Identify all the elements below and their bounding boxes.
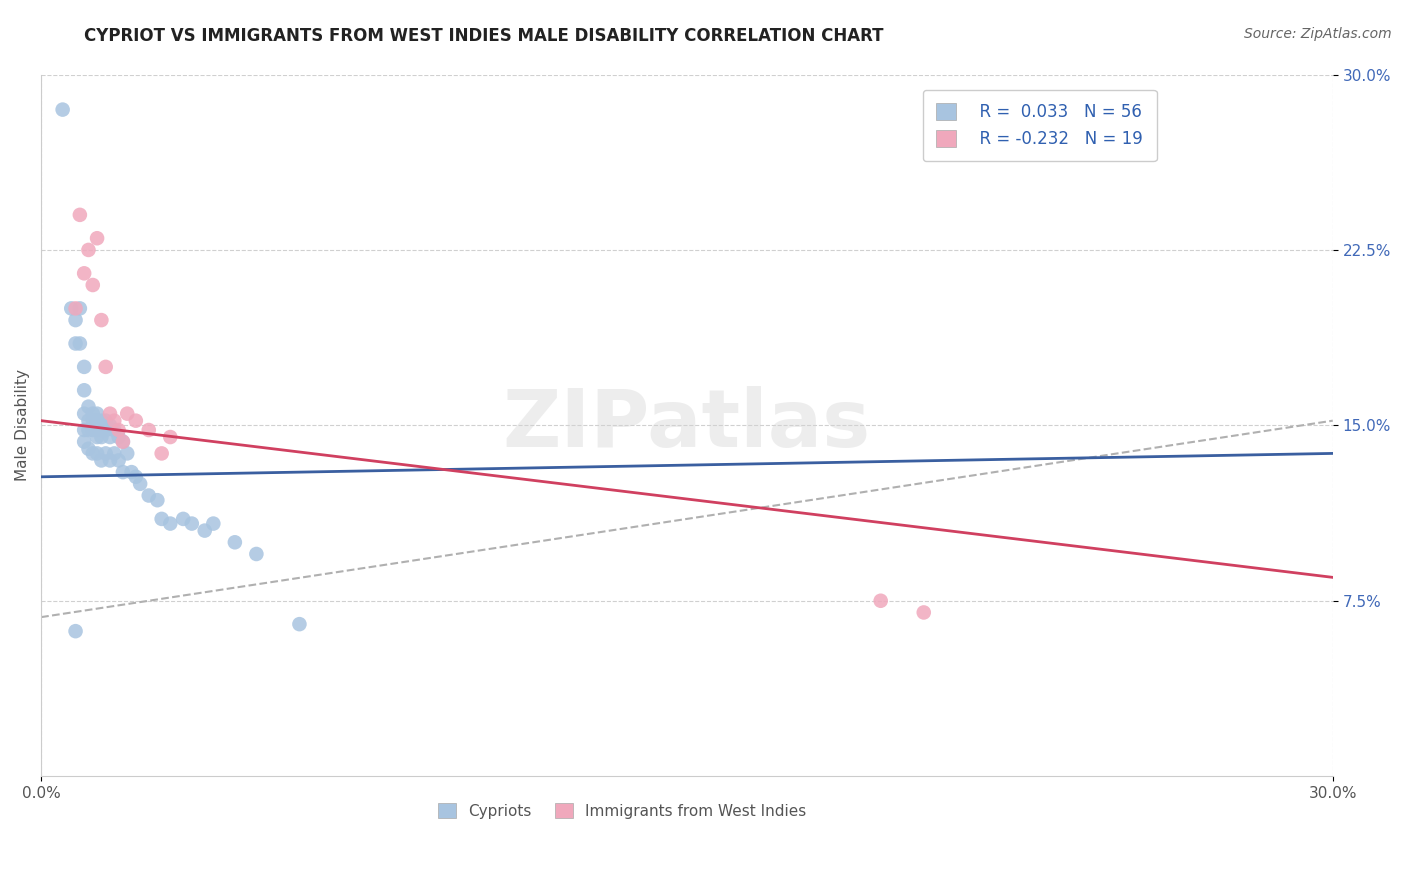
Point — [65, 301, 87, 316]
Point — [115, 407, 138, 421]
Point — [65, 313, 87, 327]
Point — [103, 423, 125, 437]
Text: Source: ZipAtlas.com: Source: ZipAtlas.com — [1244, 27, 1392, 41]
Point — [60, 301, 83, 316]
Point — [138, 489, 160, 503]
Point — [94, 414, 117, 428]
Point — [111, 465, 134, 479]
Point — [82, 423, 104, 437]
Point — [172, 512, 194, 526]
Point — [103, 414, 125, 428]
Point — [202, 516, 225, 531]
Point — [107, 423, 129, 437]
Point — [146, 493, 169, 508]
Point — [111, 434, 134, 449]
Point — [69, 336, 91, 351]
Point — [98, 407, 121, 421]
Point — [94, 359, 117, 374]
Point — [90, 414, 112, 428]
Point — [77, 442, 100, 456]
Point — [103, 446, 125, 460]
Point — [86, 446, 108, 460]
Point — [73, 407, 96, 421]
Point — [86, 423, 108, 437]
Point — [107, 453, 129, 467]
Text: ZIPatlas: ZIPatlas — [503, 386, 872, 465]
Point — [73, 266, 96, 280]
Point — [86, 407, 108, 421]
Point — [90, 423, 112, 437]
Point — [86, 231, 108, 245]
Point — [94, 423, 117, 437]
Point — [65, 336, 87, 351]
Point — [98, 430, 121, 444]
Point — [150, 512, 173, 526]
Point — [150, 446, 173, 460]
Point — [65, 624, 87, 639]
Point — [73, 423, 96, 437]
Point — [125, 414, 148, 428]
Point — [98, 453, 121, 467]
Y-axis label: Male Disability: Male Disability — [15, 369, 30, 482]
Point — [77, 414, 100, 428]
Point — [90, 313, 112, 327]
Point — [245, 547, 267, 561]
Point — [288, 617, 311, 632]
Point — [159, 516, 181, 531]
Point — [52, 103, 75, 117]
Point — [82, 278, 104, 293]
Point — [90, 453, 112, 467]
Point — [90, 430, 112, 444]
Point — [180, 516, 202, 531]
Point — [94, 446, 117, 460]
Point — [86, 414, 108, 428]
Legend: Cypriots, Immigrants from West Indies: Cypriots, Immigrants from West Indies — [432, 797, 813, 825]
Point — [69, 301, 91, 316]
Point — [77, 243, 100, 257]
Point — [912, 606, 935, 620]
Point — [194, 524, 217, 538]
Point — [107, 430, 129, 444]
Point — [224, 535, 246, 549]
Point — [73, 359, 96, 374]
Point — [138, 423, 160, 437]
Point — [86, 430, 108, 444]
Point — [82, 446, 104, 460]
Point — [869, 593, 891, 607]
Point — [111, 434, 134, 449]
Text: CYPRIOT VS IMMIGRANTS FROM WEST INDIES MALE DISABILITY CORRELATION CHART: CYPRIOT VS IMMIGRANTS FROM WEST INDIES M… — [84, 27, 884, 45]
Point — [82, 407, 104, 421]
Point — [129, 476, 152, 491]
Point — [73, 384, 96, 398]
Point — [82, 414, 104, 428]
Point — [69, 208, 91, 222]
Point — [121, 465, 143, 479]
Point — [115, 446, 138, 460]
Point — [77, 423, 100, 437]
Point — [73, 434, 96, 449]
Point — [159, 430, 181, 444]
Point — [98, 418, 121, 433]
Point — [77, 400, 100, 414]
Point — [125, 470, 148, 484]
